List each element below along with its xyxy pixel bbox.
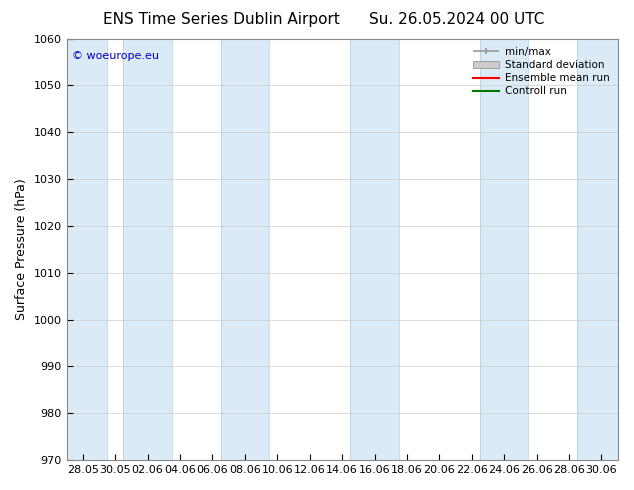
Bar: [480, 39, 529, 460]
Bar: [221, 39, 269, 460]
Bar: [350, 39, 399, 460]
Y-axis label: Surface Pressure (hPa): Surface Pressure (hPa): [15, 178, 28, 320]
Text: © woeurope.eu: © woeurope.eu: [72, 51, 159, 61]
Legend: min/max, Standard deviation, Ensemble mean run, Controll run: min/max, Standard deviation, Ensemble me…: [470, 44, 612, 99]
Bar: [123, 39, 172, 460]
Bar: [577, 39, 626, 460]
Text: Su. 26.05.2024 00 UTC: Su. 26.05.2024 00 UTC: [369, 12, 544, 27]
Bar: [58, 39, 107, 460]
Text: ENS Time Series Dublin Airport: ENS Time Series Dublin Airport: [103, 12, 340, 27]
